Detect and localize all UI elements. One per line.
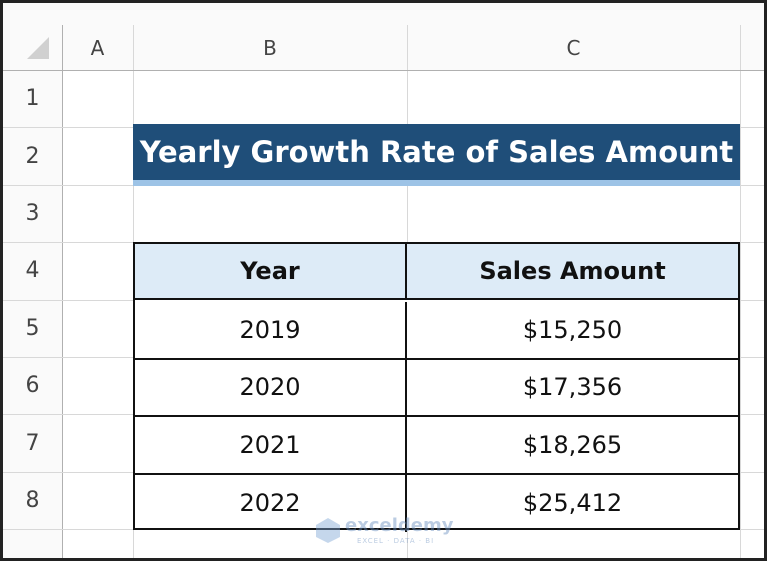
row-header[interactable]: 6	[25, 373, 40, 399]
row-header[interactable]: 8	[25, 487, 40, 513]
grid-line	[740, 25, 741, 558]
table-header: Year	[135, 244, 407, 300]
title-underline	[133, 180, 740, 186]
row-header[interactable]: 3	[25, 200, 40, 226]
watermark-tagline: EXCEL · DATA · BI	[357, 537, 435, 545]
grid-line	[62, 25, 63, 558]
table-cell: 2022	[135, 474, 407, 532]
table-cell: $15,250	[407, 302, 738, 360]
grid-line	[3, 70, 764, 71]
table-cell: 2020	[135, 359, 407, 417]
table: Year Sales Amount 2019 $15,250 2020 $17,356…	[133, 242, 740, 532]
column-header[interactable]: A	[90, 35, 105, 60]
column-header[interactable]: B	[263, 35, 277, 60]
watermark-logo	[316, 518, 340, 543]
table-cell: 2019	[135, 302, 407, 360]
row-header[interactable]: 4	[25, 258, 40, 284]
table-cell: $18,265	[407, 417, 738, 475]
row-header-bar	[3, 70, 62, 558]
row-header[interactable]: 1	[25, 86, 40, 112]
title: Yearly Growth Rate of Sales Amount	[133, 124, 740, 180]
row-header[interactable]: 5	[25, 315, 40, 341]
table-cell: $17,356	[407, 360, 738, 417]
row-header[interactable]: 7	[25, 430, 40, 456]
column-header[interactable]: C	[566, 35, 581, 60]
row-header[interactable]: 2	[25, 143, 40, 169]
table-cell: 2021	[135, 417, 407, 475]
table-header: Sales Amount	[407, 244, 738, 300]
table-cell: $25,412	[522, 489, 623, 518]
column-header-bar	[3, 3, 764, 70]
watermark: exceldemy EXCEL · DATA · BI	[315, 515, 465, 551]
select-all	[27, 37, 49, 59]
watermark-name: exceldemy	[345, 515, 454, 536]
